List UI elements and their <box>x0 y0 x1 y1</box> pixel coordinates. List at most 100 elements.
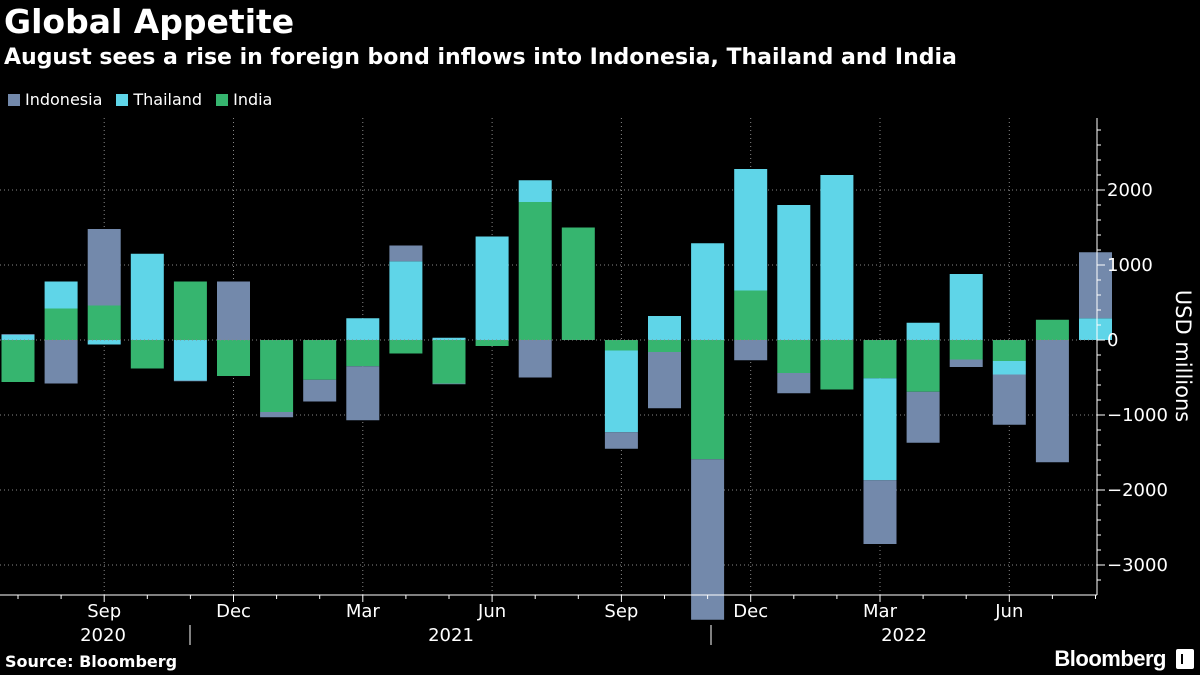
legend-item-indonesia: Indonesia <box>8 90 102 109</box>
bar-indonesia-2020-11 <box>173 380 207 382</box>
bar-india-2021-05 <box>432 340 466 384</box>
bar-indonesia-2021-09 <box>604 432 638 449</box>
bar-indonesia-2022-05 <box>949 359 983 367</box>
bar-india-2021-06 <box>475 340 509 346</box>
bloomberg-logo: Bloomberg <box>1054 646 1166 671</box>
y-tick-label: −2000 <box>1107 480 1168 501</box>
bar-india-2021-10 <box>648 340 681 352</box>
y-axis-label: USD millions <box>1171 290 1195 422</box>
bar-indonesia-2020-08 <box>44 340 78 384</box>
x-tick-label: Mar <box>346 601 381 622</box>
bar-india-2022-06 <box>992 340 1026 361</box>
y-tick-label: −1000 <box>1107 405 1168 426</box>
x-tick-label: Jun <box>477 601 506 622</box>
y-tick-label: 2000 <box>1107 180 1153 201</box>
legend-item-thailand: Thailand <box>116 90 202 109</box>
legend-label-thailand: Thailand <box>133 90 203 109</box>
bar-india-2021-02 <box>303 340 337 380</box>
bar-indonesia-2022-03 <box>863 480 897 544</box>
year-label: 2021 <box>428 625 474 646</box>
bar-india-2022-03 <box>863 340 897 379</box>
bar-india-2020-09 <box>87 305 121 340</box>
y-tick-label: −3000 <box>1107 555 1168 576</box>
x-tick-label: Jun <box>994 601 1023 622</box>
bar-indonesia-2021-12 <box>734 340 768 361</box>
bar-india-2021-07 <box>518 202 552 340</box>
bar-thailand-2022-03 <box>863 378 897 481</box>
bar-thailand-2021-06 <box>475 236 509 340</box>
x-tick-label: Dec <box>733 601 768 622</box>
bar-indonesia-2021-05 <box>432 383 466 385</box>
bar-thailand-2021-07 <box>518 180 552 202</box>
bar-thailand-2021-10 <box>648 316 681 340</box>
bar-thailand-2022-02 <box>820 175 854 340</box>
x-tick-label: Sep <box>604 601 638 622</box>
bar-india-2021-12 <box>734 290 768 340</box>
y-tick-label: 1000 <box>1107 255 1153 276</box>
bar-indonesia-2021-04 <box>389 245 423 262</box>
bar-thailand-2022-01 <box>777 205 811 340</box>
x-tick-label: Dec <box>216 601 251 622</box>
bar-india-2020-11 <box>173 281 207 340</box>
legend-label-india: India <box>233 90 273 109</box>
bar-india-2020-07 <box>1 340 35 382</box>
bar-thailand-2020-08 <box>44 281 78 309</box>
bloomberg-terminal-icon <box>1176 649 1194 669</box>
legend-swatch-india <box>216 93 229 106</box>
legend: Indonesia Thailand India <box>8 90 286 109</box>
bar-thailand-2021-09 <box>604 350 638 433</box>
bar-thailand-2021-12 <box>734 169 768 291</box>
bar-indonesia-2021-02 <box>303 379 337 402</box>
bar-india-2022-04 <box>906 340 940 392</box>
bar-indonesia-2022-08 <box>1079 252 1112 319</box>
bar-thailand-2022-08 <box>1079 318 1112 340</box>
bar-thailand-2020-10 <box>130 253 164 340</box>
x-tick-label: Mar <box>863 601 898 622</box>
bar-india-2021-08 <box>561 227 595 340</box>
legend-label-indonesia: Indonesia <box>25 90 103 109</box>
bar-india-2022-07 <box>1035 319 1069 340</box>
bar-indonesia-2022-04 <box>906 391 940 443</box>
y-tick-label: 0 <box>1107 330 1118 351</box>
x-tick-label: Sep <box>87 601 121 622</box>
bar-india-2020-08 <box>44 308 78 340</box>
bar-india-2022-01 <box>777 340 811 373</box>
chart-title: Global Appetite <box>4 2 295 41</box>
bar-india-2020-12 <box>217 340 250 376</box>
bar-indonesia-2020-12 <box>217 281 250 340</box>
bar-indonesia-2022-01 <box>777 373 811 394</box>
bar-indonesia-2021-11 <box>691 459 725 620</box>
year-label: 2020 <box>80 625 126 646</box>
bar-india-2022-02 <box>820 340 854 390</box>
chart-subtitle: August sees a rise in foreign bond inflo… <box>4 45 957 70</box>
bar-india-2020-10 <box>130 340 164 369</box>
legend-swatch-thailand <box>116 93 129 106</box>
bar-thailand-2021-04 <box>389 261 423 340</box>
bar-thailand-2021-11 <box>691 243 725 340</box>
year-label: 2022 <box>881 625 927 646</box>
bar-thailand-2022-06 <box>992 361 1026 375</box>
bar-thailand-2021-05 <box>432 337 466 340</box>
bar-thailand-2020-07 <box>1 334 35 340</box>
source-note: Source: Bloomberg <box>5 652 178 671</box>
bar-indonesia-2022-07 <box>1035 340 1069 463</box>
bar-india-2021-04 <box>389 340 423 354</box>
bar-indonesia-2020-09 <box>87 229 121 306</box>
bar-india-2022-05 <box>949 340 983 360</box>
bar-indonesia-2021-01 <box>260 412 294 418</box>
bar-indonesia-2022-06 <box>992 374 1026 425</box>
bar-thailand-2022-04 <box>906 322 940 340</box>
bar-thailand-2020-11 <box>173 340 207 381</box>
legend-swatch-indonesia <box>8 93 20 106</box>
bar-india-2021-09 <box>604 340 638 351</box>
bar-thailand-2021-03 <box>346 318 380 340</box>
bar-indonesia-2020-07 <box>1 334 35 335</box>
bar-indonesia-2021-03 <box>346 366 380 421</box>
bar-thailand-2022-05 <box>949 274 983 340</box>
legend-item-india: India <box>216 90 272 109</box>
bar-indonesia-2021-10 <box>648 352 681 409</box>
bar-india-2021-11 <box>691 340 725 460</box>
bar-thailand-2020-09 <box>87 340 121 345</box>
bar-indonesia-2021-07 <box>518 340 552 378</box>
